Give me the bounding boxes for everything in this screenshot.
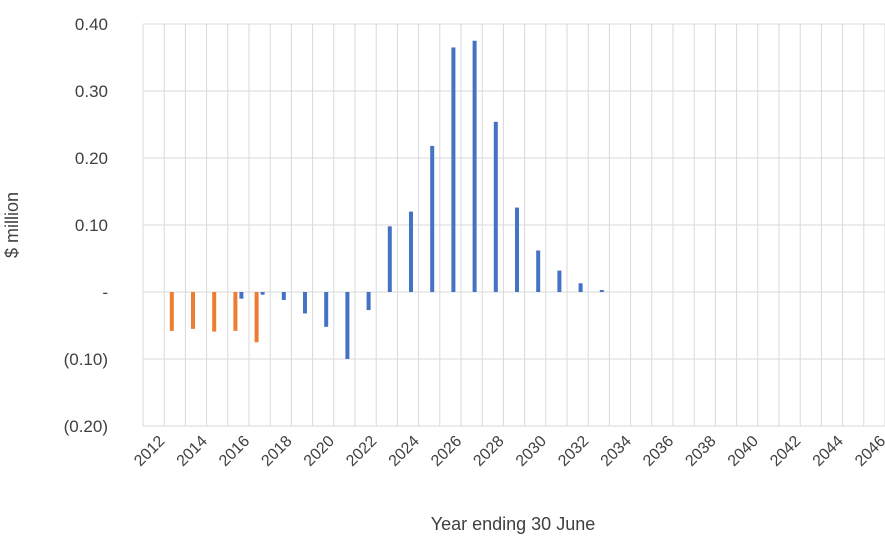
x-axis-ticks: 2012 2014 2016 2018 2020 2022 2024 2026 2028 2030…: [131, 433, 885, 470]
bar: [191, 292, 195, 329]
x-tick-label: 2020: [301, 433, 338, 470]
x-tick-label: 2034: [598, 433, 635, 470]
x-tick-label: 2012: [131, 433, 168, 470]
bar: [493, 121, 498, 292]
x-axis-title: Year ending 30 June: [431, 514, 595, 534]
bar: [536, 250, 541, 292]
bar: [578, 283, 583, 292]
x-tick-label: 2018: [258, 433, 295, 470]
x-tick-label: 2030: [513, 433, 550, 470]
bar: [260, 292, 265, 295]
y-tick-label: -: [102, 283, 108, 302]
x-tick-label: 2014: [174, 433, 211, 470]
x-tick-label: 2036: [640, 433, 677, 470]
bar: [451, 47, 456, 293]
gridlines: [142, 23, 885, 427]
bar: [345, 292, 350, 359]
x-tick-label: 2040: [725, 433, 762, 470]
x-tick-label: 2016: [216, 433, 253, 470]
x-tick-label: 2032: [555, 433, 592, 470]
bar: [303, 292, 307, 314]
y-axis-ticks: 0.40 0.30 0.20 0.10 - (0.10) (0.20): [64, 15, 108, 436]
y-tick-label: 0.10: [75, 216, 108, 235]
bar: [169, 292, 174, 331]
bar: [515, 207, 519, 292]
bar: [472, 40, 477, 292]
x-tick-label: 2046: [852, 433, 885, 470]
x-tick-label: 2022: [343, 433, 380, 470]
bar: [387, 226, 392, 292]
y-axis-title: $ million: [2, 192, 22, 258]
x-tick-label: 2024: [386, 433, 423, 470]
bar: [239, 292, 244, 299]
y-tick-label: (0.10): [64, 350, 108, 369]
x-tick-label: 2044: [810, 433, 847, 470]
x-tick-label: 2026: [428, 433, 465, 470]
bar: [366, 292, 371, 311]
y-tick-label: 0.40: [75, 15, 108, 34]
bar: [430, 145, 435, 292]
bar: [254, 292, 259, 343]
bar: [281, 292, 286, 301]
y-tick-label: (0.20): [64, 417, 108, 436]
bar: [324, 292, 329, 327]
x-tick-label: 2038: [682, 433, 719, 470]
x-tick-label: 2042: [767, 433, 804, 470]
bar: [599, 289, 604, 292]
bar: [212, 292, 217, 332]
bar: [233, 292, 238, 331]
x-tick-label: 2028: [470, 433, 507, 470]
bar: [409, 211, 413, 292]
y-tick-label: 0.20: [75, 149, 108, 168]
bars: [169, 40, 604, 359]
bar: [557, 270, 562, 292]
y-tick-label: 0.30: [75, 82, 108, 101]
